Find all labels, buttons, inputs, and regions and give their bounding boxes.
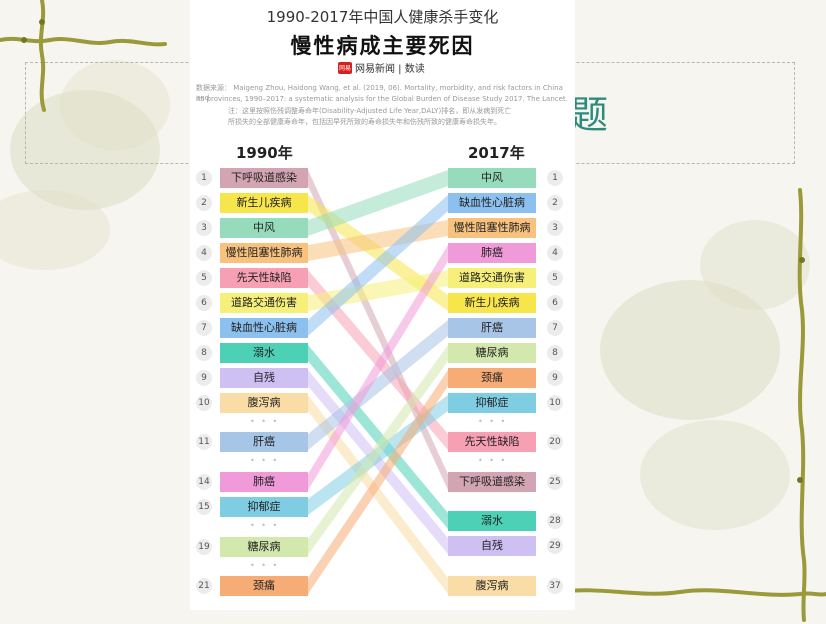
rank-number: 6 [196, 295, 212, 311]
rank-number: 5 [547, 270, 563, 286]
rank-number: 14 [196, 474, 212, 490]
rank-ribbon [308, 370, 448, 594]
disease-label: 缺血性心脏病 [220, 318, 308, 338]
rank-number: 28 [547, 513, 563, 529]
rank-number: 8 [196, 345, 212, 361]
year-label-right: 2017年 [468, 144, 525, 162]
rank-ribbon [308, 345, 448, 529]
brand: 网易 网易新闻 | 数读 [338, 60, 425, 75]
rank-number: 1 [196, 170, 212, 186]
rank-number: 4 [196, 245, 212, 261]
bg-leaf [10, 90, 160, 210]
disease-label: 下呼吸道感染 [448, 472, 536, 492]
disease-label: 溺水 [220, 343, 308, 363]
rank-number: 2 [196, 195, 212, 211]
ellipsis: • • • [250, 521, 280, 530]
disease-label: 道路交通伤害 [220, 293, 308, 313]
disease-label: 中风 [220, 218, 308, 238]
slide-title-fragment: 题 [570, 93, 609, 137]
rank-number: 10 [547, 395, 563, 411]
disease-label: 腹泻病 [220, 393, 308, 413]
ellipsis: • • • [478, 456, 508, 465]
disease-label: 肺癌 [220, 472, 308, 492]
rank-number: 21 [196, 578, 212, 594]
rank-number: 19 [196, 539, 212, 555]
rank-number: 1 [547, 170, 563, 186]
rank-ribbon [308, 170, 448, 236]
disease-label: 抑郁症 [220, 497, 308, 517]
bg-leaf [0, 190, 110, 270]
disease-label: 抑郁症 [448, 393, 536, 413]
disease-label: 糖尿病 [220, 537, 308, 557]
rank-number: 3 [547, 220, 563, 236]
rank-number: 9 [547, 370, 563, 386]
rank-ribbon [308, 345, 448, 555]
disease-label: 溺水 [448, 511, 536, 531]
disease-label: 下呼吸道感染 [220, 168, 308, 188]
disease-label: 颈痛 [448, 368, 536, 388]
bg-leaf [60, 60, 170, 150]
disease-label: 颈痛 [220, 576, 308, 596]
source-line: 数据来源： Maigeng Zhou, Haidong Wang, et al.… [196, 84, 563, 102]
disease-label: 肺癌 [448, 243, 536, 263]
rank-number: 7 [547, 320, 563, 336]
disease-label: 慢性阻塞性肺病 [220, 243, 308, 263]
source-line: its provinces, 1990–2017: a systematic a… [196, 95, 568, 103]
rank-ribbons [308, 170, 448, 594]
brand-label: 网易新闻 | 数读 [355, 64, 425, 75]
rank-ribbon [308, 395, 448, 594]
infographic-headline: 慢性病成主要死因 [290, 34, 475, 58]
rank-number: 2 [547, 195, 563, 211]
rank-number: 3 [196, 220, 212, 236]
rank-number: 10 [196, 395, 212, 411]
disease-label: 缺血性心脏病 [448, 193, 536, 213]
disease-label: 腹泻病 [448, 576, 536, 596]
rank-number: 15 [196, 499, 212, 515]
note-line: 注：这里按照伤残调整寿命年(Disability-Adjusted Life Y… [228, 107, 512, 115]
note-line: 所损失的全部健康寿命年，包括因早死所致的寿命损失年和伤残所致的健康寿命损失年。 [228, 118, 501, 126]
disease-label: 先天性缺陷 [448, 432, 536, 452]
disease-label: 中风 [448, 168, 536, 188]
rank-ribbon [308, 245, 448, 490]
rank-number: 5 [196, 270, 212, 286]
netease-logo-icon: 网易 [338, 61, 352, 74]
bg-leaf [600, 280, 780, 420]
ellipsis: • • • [250, 561, 280, 570]
disease-label: 自残 [448, 536, 536, 556]
year-label-left: 1990年 [236, 144, 293, 162]
rank-number: 6 [547, 295, 563, 311]
rank-number: 37 [547, 578, 563, 594]
rank-number: 25 [547, 474, 563, 490]
rank-number: 9 [196, 370, 212, 386]
disease-label: 肝癌 [220, 432, 308, 452]
bg-leaf [640, 420, 790, 530]
rank-number: 20 [547, 434, 563, 450]
rank-number: 8 [547, 345, 563, 361]
rank-number: 7 [196, 320, 212, 336]
disease-label: 慢性阻塞性肺病 [448, 218, 536, 238]
ellipsis: • • • [478, 417, 508, 426]
infographic-title: 1990-2017年中国人健康杀手变化 [266, 8, 499, 26]
disease-label: 先天性缺陷 [220, 268, 308, 288]
disease-label: 道路交通伤害 [448, 268, 536, 288]
disease-label: 新生儿疾病 [448, 293, 536, 313]
disease-label: 肝癌 [448, 318, 536, 338]
disease-label: 新生儿疾病 [220, 193, 308, 213]
rank-number: 4 [547, 245, 563, 261]
ellipsis: • • • [250, 456, 280, 465]
infographic: 1990-2017年中国人健康杀手变化 慢性病成主要死因 网易 网易新闻 | 数… [190, 0, 575, 610]
rank-number: 11 [196, 434, 212, 450]
rank-ribbon [308, 195, 448, 336]
bg-leaf [700, 220, 810, 310]
rank-number: 29 [547, 538, 563, 554]
ellipsis: • • • [250, 417, 280, 426]
disease-label: 糖尿病 [448, 343, 536, 363]
disease-label: 自残 [220, 368, 308, 388]
